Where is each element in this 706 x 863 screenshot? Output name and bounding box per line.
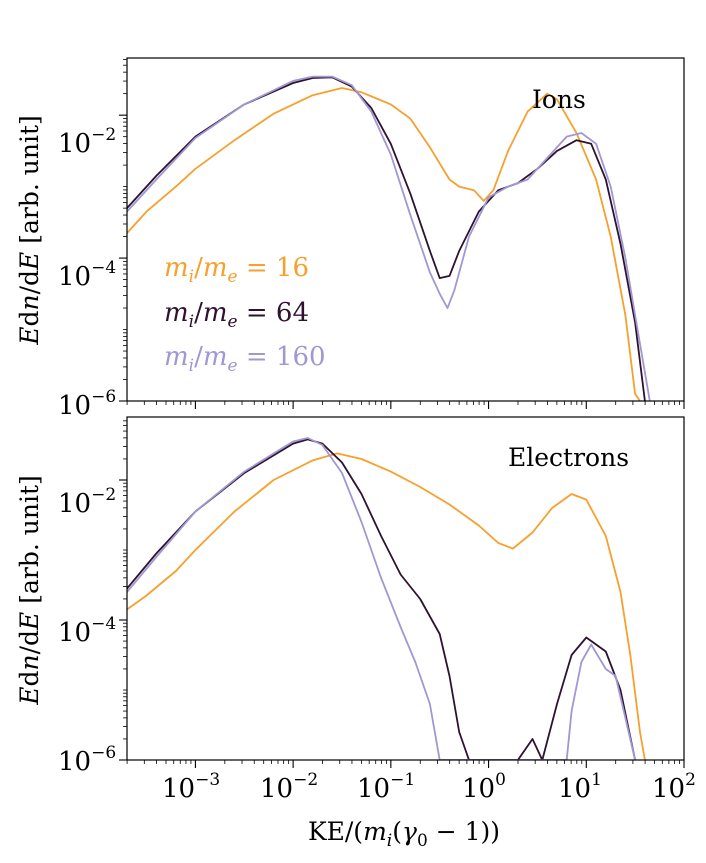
top-series-mi160 — [127, 75, 651, 401]
bottom-series-mi160 — [127, 437, 636, 760]
panel-electrons: Electrons 10−2 10−4 10−6 10−3 10−2 10−1 … — [15, 416, 696, 851]
ions-plot-frame — [126, 57, 685, 402]
ions-ytick-label-1e-4: 10−4 — [58, 258, 116, 292]
xtick-label-1e2: 102 — [652, 770, 696, 804]
xlabel: KE/(mi(γ0 − 1)) — [308, 817, 500, 851]
xtick-label-1e-1: 10−1 — [357, 770, 415, 804]
electrons-ylabel: Edn/dE [arb. unit] — [15, 475, 44, 706]
top-series-mi64 — [127, 76, 646, 401]
xtick-label-1e1: 101 — [558, 770, 602, 804]
bottom-series-mi16 — [127, 452, 646, 760]
legend: mi/me = 16 mi/me = 64 mi/me = 160 — [164, 253, 326, 376]
panel-ions: Ions 10−2 10−4 10−6 Edn/dE [arb. unit] m… — [15, 57, 685, 421]
electrons-ytick-label-1e-2: 10−2 — [58, 485, 116, 519]
legend-entry-mi16: mi/me = 16 — [164, 253, 309, 287]
legend-entry-mi160: mi/me = 160 — [164, 342, 326, 376]
xtick-label-1e0: 100 — [462, 770, 506, 804]
xtick-label-1e-3: 10−3 — [162, 770, 220, 804]
electrons-ticks-layer — [119, 420, 685, 768]
electrons-ytick-label-1e-6: 10−6 — [58, 743, 116, 777]
legend-entry-mi64: mi/me = 64 — [164, 298, 309, 332]
ions-panel-label: Ions — [532, 85, 586, 114]
ions-ytick-label-1e-2: 10−2 — [58, 125, 116, 159]
xtick-label-1e-2: 10−2 — [260, 770, 318, 804]
electrons-series-layer — [127, 437, 646, 760]
ions-ytick-label-1e-6: 10−6 — [58, 387, 116, 421]
electrons-ytick-label-1e-4: 10−4 — [58, 614, 116, 648]
ions-series-layer — [127, 75, 651, 401]
electrons-plot-frame — [126, 416, 685, 761]
top-series-mi16 — [127, 87, 641, 401]
bottom-series-mi64 — [127, 438, 636, 760]
ions-ylabel: Edn/dE [arb. unit] — [15, 115, 44, 346]
electrons-panel-label: Electrons — [508, 443, 629, 472]
ions-ticks-layer — [119, 59, 685, 409]
